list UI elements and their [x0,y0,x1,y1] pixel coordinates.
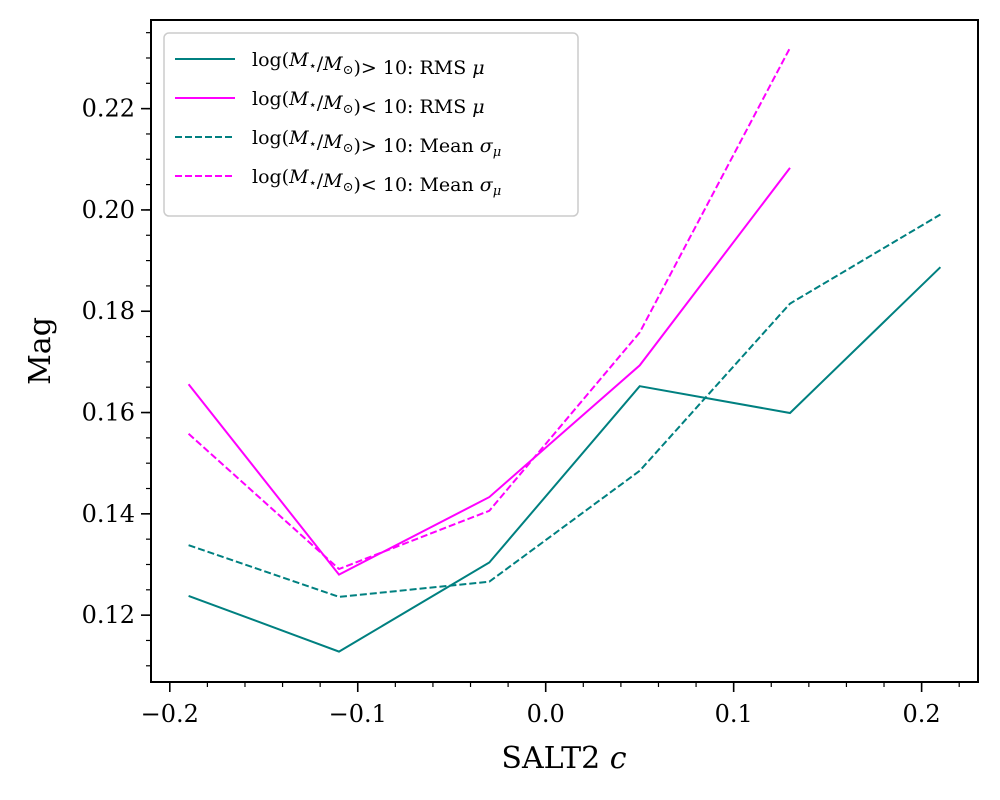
legend-label: log(M⋆/M⊙)> 10: RMS μ [252,49,485,79]
y-tick-label: 0.14 [82,500,135,528]
y-tick-label: 0.12 [82,601,135,629]
x-tick-label: 0.0 [527,700,565,728]
x-tick-label: −0.2 [141,700,199,728]
y-axis-label: Mag [23,317,58,385]
x-axis-label: SALT2 c [501,741,626,776]
series-rms-low-mass [187,167,791,576]
x-tick-label: 0.1 [715,700,753,728]
legend: log(M⋆/M⊙)> 10: RMS μ log(M⋆/M⊙)< 10: RMS… [163,32,579,217]
legend-label: log(M⋆/M⊙)> 10: Mean σμ [252,127,501,160]
x-tick-label: 0.2 [903,700,941,728]
plot-frame [150,19,979,683]
series-mean-sigma-high-mass [188,213,941,598]
legend-label: log(M⋆/M⊙)< 10: Mean σμ [252,166,501,199]
x-tick-label: −0.1 [329,700,387,728]
series-lines [187,47,942,653]
y-tick-label: 0.18 [82,297,135,325]
tick-labels: −0.2 −0.1 0.0 0.1 0.2 0.12 0.14 0.16 0.18 0.20 0.2… [82,95,941,728]
legend-box [163,32,579,217]
y-tick-label: 0.16 [82,399,135,427]
legend-label: log(M⋆/M⊙)< 10: RMS μ [252,88,485,118]
series-mean-sigma-low-mass [187,47,791,571]
y-tick-label: 0.22 [82,95,135,123]
major-ticks [141,107,923,692]
y-tick-label: 0.20 [82,196,135,224]
series-rms-high-mass [188,266,942,653]
